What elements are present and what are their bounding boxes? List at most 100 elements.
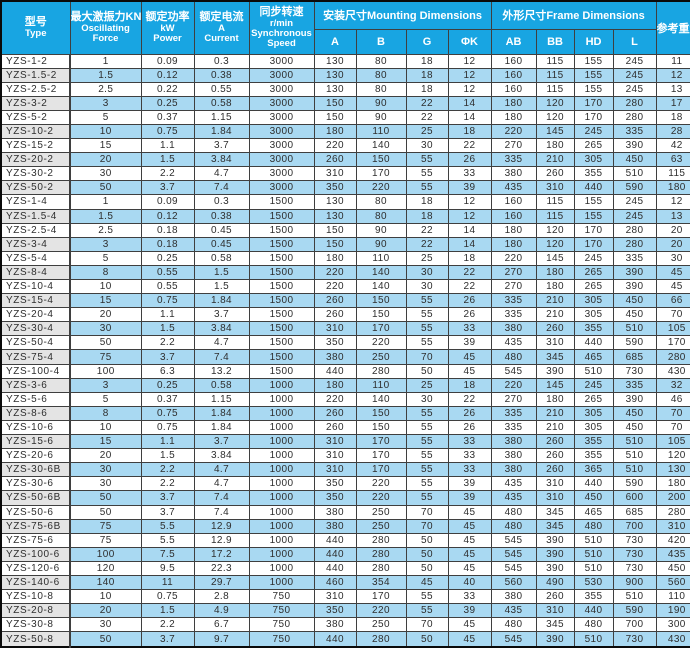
value-cell: 22 [447,278,492,295]
model-cell: YZS-10-4 [0,278,71,295]
value-cell: 80 [355,208,407,224]
value-cell: 12 [655,67,690,83]
value-cell: 250 [355,349,407,365]
table-row: YZS-20-4 20 1.1 3.7 1500 260 150 55 26 335 210 305 4… [0,307,690,323]
value-cell: 45 [655,264,690,281]
model-cell: YZS-15-6 [0,434,71,450]
value-cell: 12 [447,81,492,97]
value-cell: 8 [69,264,142,281]
value-cell: 130 [313,194,357,210]
value-cell: 50 [405,546,449,562]
value-cell: 145 [535,123,575,140]
value-cell: 245 [612,53,657,69]
value-cell: 390 [612,264,657,281]
table-row: YZS-10-2 10 0.75 1.84 3000 180 110 25 18 220 145 24… [0,123,690,140]
value-cell: 20 [655,236,690,252]
value-cell: 13.2 [193,363,250,379]
value-cell: 310 [313,589,357,605]
value-cell: 450 [612,419,657,436]
value-cell: 120 [535,236,575,252]
value-cell: 280 [355,363,407,379]
model-cell: YZS-50-8 [0,631,71,648]
value-cell: 70 [405,504,449,520]
value-cell: 2.2 [140,335,195,351]
col-header-l: L [612,28,657,55]
value-cell: 0.12 [140,208,195,224]
value-cell: 13 [655,208,690,224]
value-cell: 335 [490,293,537,309]
value-cell: 260 [535,462,575,478]
model-cell: YZS-15-4 [0,293,71,309]
value-cell: 460 [313,574,357,591]
value-cell: 55 [405,462,449,478]
value-cell: 63 [655,152,690,168]
value-cell: 140 [355,278,407,295]
value-cell: 1500 [248,335,315,351]
value-cell: 29.7 [193,574,250,591]
value-cell: 12 [447,67,492,83]
value-cell: 310 [535,490,575,506]
value-cell: 160 [490,208,537,224]
value-cell: 120 [69,560,142,576]
value-cell: 1.5 [69,208,142,224]
value-cell: 39 [447,603,492,619]
col-header-current: 额定电流 A Current [193,0,250,55]
col-header-mounting: 安装尺寸Mounting Dimensions [313,0,492,30]
value-cell: 380 [490,434,537,450]
value-cell: 220 [355,490,407,506]
value-cell: 0.75 [140,405,195,421]
value-cell: 155 [573,194,614,210]
value-cell: 26 [447,152,492,168]
value-cell: 115 [535,194,575,210]
value-cell: 5.5 [140,532,195,548]
value-cell: 220 [355,335,407,351]
value-cell: 1500 [248,293,315,309]
value-cell: 5 [69,391,142,407]
value-cell: 0.58 [193,95,250,111]
value-cell: 75 [69,518,142,534]
value-cell: 2.5 [69,222,142,238]
value-cell: 480 [490,349,537,365]
table-row: YZS-8-6 8 0.75 1.84 1000 260 150 55 26 335 210 305 4… [0,405,690,421]
value-cell: 110 [355,250,407,266]
value-cell: 300 [655,617,690,633]
value-cell: 250 [355,617,407,633]
model-cell: YZS-1-4 [0,194,71,210]
table-row: YZS-50-6B 50 3.7 7.4 1000 350 220 55 39 435 310 450… [0,490,690,506]
table-row: YZS-30-6B 30 2.2 4.7 1000 310 170 55 33 380 260 365… [0,462,690,478]
value-cell: 5.5 [140,518,195,534]
value-cell: 305 [573,405,614,421]
value-cell: 480 [490,518,537,534]
value-cell: 42 [655,138,690,154]
value-cell: 700 [612,617,657,633]
value-cell: 55 [405,180,449,196]
value-cell: 130 [313,67,357,83]
value-cell: 380 [490,166,537,182]
value-cell: 18 [405,53,449,69]
value-cell: 435 [490,180,537,196]
value-cell: 115 [655,166,690,182]
value-cell: 12 [447,53,492,69]
value-cell: 1500 [248,194,315,210]
table-row: YZS-50-6 50 3.7 7.4 1000 380 250 70 45 480 345 465 6… [0,504,690,520]
value-cell: 380 [313,617,357,633]
value-cell: 355 [573,589,614,605]
value-cell: 12.9 [193,518,250,534]
value-cell: 55 [405,405,449,421]
value-cell: 0.38 [193,208,250,224]
value-cell: 45 [447,518,492,534]
value-cell: 730 [612,546,657,562]
value-cell: 0.75 [140,419,195,436]
value-cell: 160 [490,81,537,97]
value-cell: 20 [69,307,142,323]
value-cell: 45 [447,504,492,520]
value-cell: 750 [248,603,315,619]
value-cell: 4.7 [193,166,250,182]
value-cell: 33 [447,321,492,337]
value-cell: 260 [313,405,357,421]
model-cell: YZS-50-6B [0,490,71,506]
value-cell: 220 [355,603,407,619]
value-cell: 150 [313,109,357,125]
value-cell: 1500 [248,264,315,281]
value-cell: 1.1 [140,307,195,323]
